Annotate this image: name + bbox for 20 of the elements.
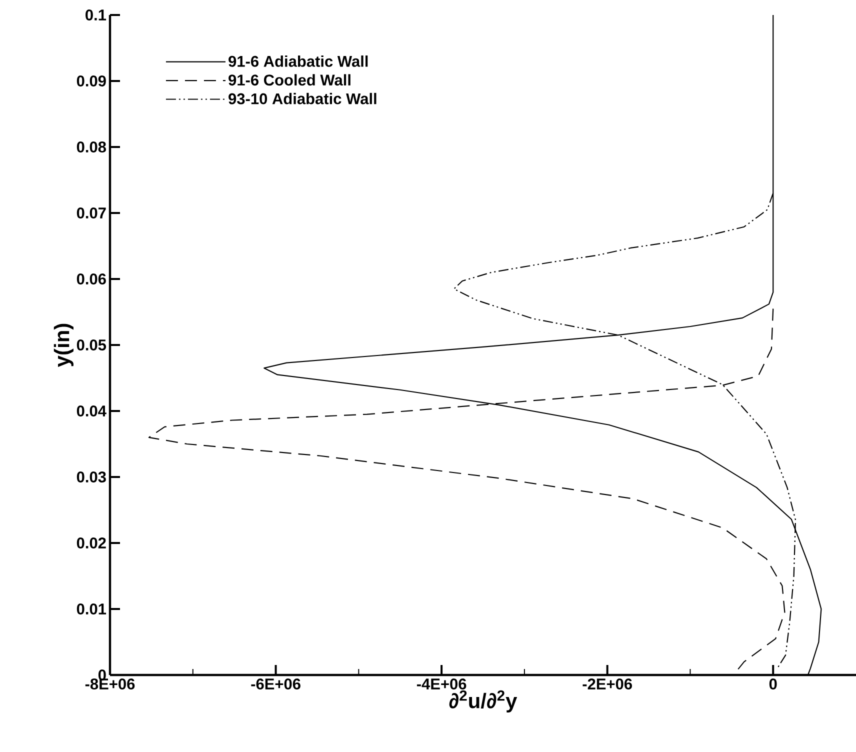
y-tick-label: 0.09 [76,76,106,86]
x-tick-label: -2E+06 [582,678,632,690]
y-tick-label: 0.03 [76,471,106,482]
legend-label: 93-10 Adiabatic Wall [228,92,376,104]
y-tick-label: 0.04 [76,406,106,416]
legend-label: 91-6 Adiabatic Wall [228,55,368,67]
y-tick-label: 0.05 [76,340,106,350]
x-tick-label: 0 [769,678,777,690]
y-tick-label: 0.1 [86,10,106,20]
y-tick-label: 0.01 [76,604,106,614]
x-tick-label: -4E+06 [416,678,466,690]
legend-label: 91-6 Cooled Wall [228,74,350,86]
x-tick-label: -8E+06 [85,678,135,690]
x-axis-title: ∂$^{2}$u/∂$^{2}$y [449,690,518,712]
y-tick-label: 0.06 [76,274,106,284]
x-tick-label: -6E+06 [251,678,300,690]
y-tick-label: 0.07 [76,208,106,218]
y-tick-label: 0.08 [76,142,106,152]
y-axis-title: y(in) [54,324,74,367]
y-tick-label: 0.02 [76,538,106,548]
